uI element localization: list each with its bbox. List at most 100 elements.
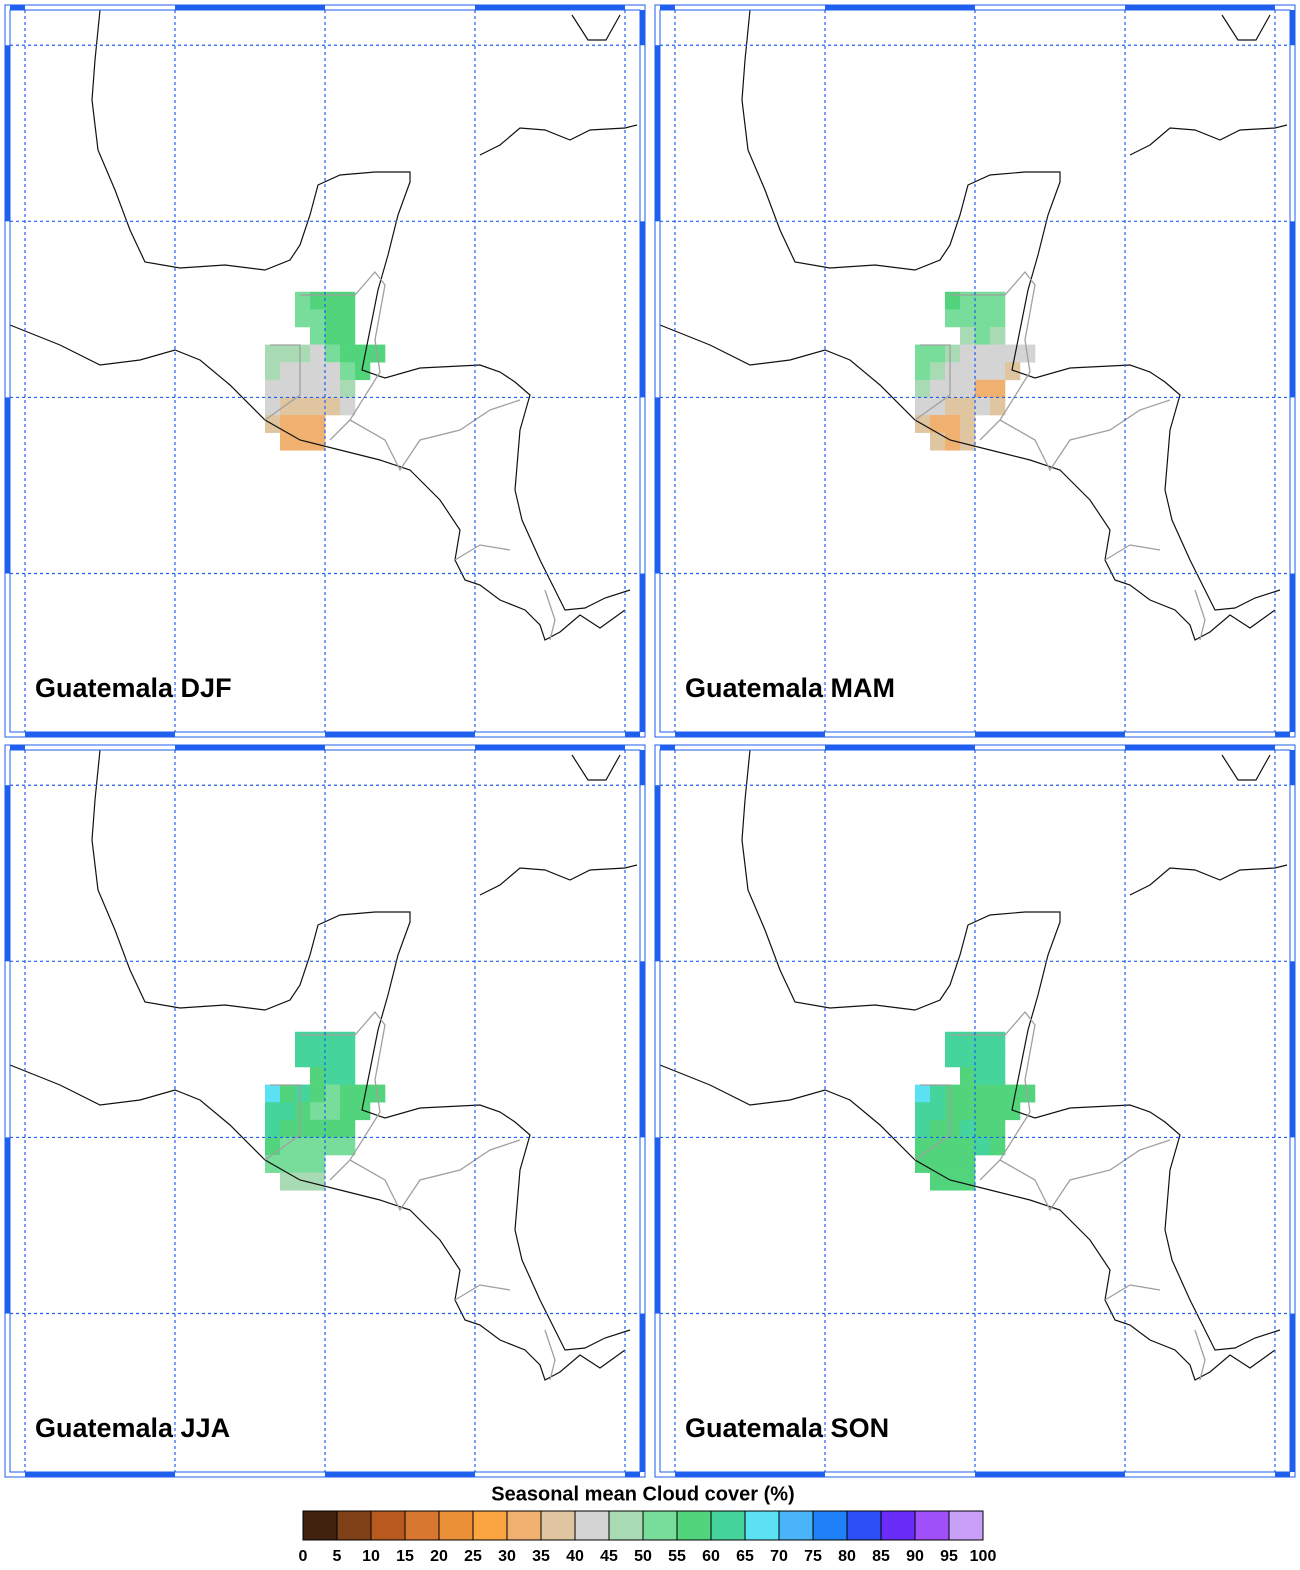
colorbar-box <box>676 1510 712 1541</box>
colorbar-label: 65 <box>736 1548 754 1565</box>
panel-title: Guatemala MAM <box>685 673 895 703</box>
grid-cell <box>325 1137 341 1156</box>
grid-cell <box>340 1084 356 1103</box>
grid-cell <box>945 1102 961 1121</box>
frame-bar <box>1290 10 1295 46</box>
grid-cell <box>295 291 311 310</box>
grid-cell <box>295 1172 311 1191</box>
grid-cell <box>915 362 931 381</box>
colorbar-box <box>336 1510 372 1541</box>
grid-cell <box>945 291 961 310</box>
frame-bar <box>1125 5 1275 10</box>
grid-cell <box>280 1172 296 1191</box>
grid-cell <box>1005 344 1021 363</box>
grid-cell <box>975 1031 991 1050</box>
frame-bar <box>975 1472 1125 1477</box>
colorbar-box <box>846 1510 882 1541</box>
colorbar-label: 10 <box>362 1548 380 1565</box>
grid-cell <box>990 309 1006 328</box>
grid-cell <box>990 1084 1006 1103</box>
grid-cell <box>355 344 371 363</box>
frame-bar <box>1290 961 1295 1138</box>
frame-bar <box>1125 745 1275 750</box>
grid-cell <box>945 1172 961 1191</box>
colorbar-label: 60 <box>702 1548 720 1565</box>
frame-bar <box>1290 750 1295 786</box>
grid-cell <box>975 309 991 328</box>
grid-cell <box>945 1137 961 1156</box>
grid-cell <box>280 1102 296 1121</box>
grid-cell <box>325 326 341 345</box>
grid-cell <box>355 362 371 381</box>
grid-cell <box>960 1137 976 1156</box>
grid-cell <box>930 344 946 363</box>
grid-cell <box>325 1119 341 1138</box>
grid-cell <box>295 344 311 363</box>
grid-cell <box>975 1102 991 1121</box>
grid-cell <box>915 1137 931 1156</box>
grid-cell <box>945 397 961 416</box>
frame-bar <box>660 745 675 750</box>
grid-cell <box>960 1172 976 1191</box>
grid-cell <box>295 397 311 416</box>
colorbar-label: 50 <box>634 1548 652 1565</box>
colorbar-box <box>778 1510 814 1541</box>
grid-cell <box>310 1137 326 1156</box>
grid-cell <box>945 309 961 328</box>
grid-cell <box>930 1119 946 1138</box>
grid-cell <box>945 362 961 381</box>
colorbar-box <box>506 1510 542 1541</box>
grid-cell <box>340 379 356 398</box>
grid-cell <box>265 362 281 381</box>
grid-cell <box>280 344 296 363</box>
frame-bar <box>475 5 625 10</box>
frame-bar <box>655 785 660 962</box>
grid-cell <box>310 1119 326 1138</box>
grid-cell <box>960 397 976 416</box>
grid-cell <box>990 1066 1006 1085</box>
grid-cell <box>975 1049 991 1068</box>
grid-cell <box>975 291 991 310</box>
grid-cell <box>295 1084 311 1103</box>
grid-cell <box>295 309 311 328</box>
grid-cell <box>975 326 991 345</box>
frame-bar <box>175 745 325 750</box>
grid-cell <box>990 291 1006 310</box>
frame-bar <box>5 785 10 962</box>
grid-cell <box>960 309 976 328</box>
grid-cell <box>915 344 931 363</box>
grid-cell <box>265 1084 281 1103</box>
map-panel: Guatemala JJA <box>4 744 646 1478</box>
grid-cell <box>1005 362 1021 381</box>
colorbar-box <box>812 1510 848 1541</box>
grid-cell <box>340 1049 356 1068</box>
frame-bar <box>625 1472 640 1477</box>
grid-cell <box>990 379 1006 398</box>
grid-cell <box>310 415 326 433</box>
frame-bar <box>1275 732 1290 737</box>
grid-cell <box>945 1119 961 1138</box>
colorbar-label: 90 <box>906 1548 924 1565</box>
frame-bar <box>325 732 475 737</box>
grid-cell <box>355 1084 371 1103</box>
frame-bar <box>10 5 25 10</box>
grid-cell <box>265 397 281 416</box>
grid-cell <box>310 291 326 310</box>
frame-bar <box>5 1137 10 1314</box>
grid-cell <box>340 1119 356 1138</box>
frame-bar <box>675 1472 825 1477</box>
grid-cell <box>280 1119 296 1138</box>
colorbar-label: 40 <box>566 1548 584 1565</box>
frame-bar <box>1290 1313 1295 1472</box>
grid-cell <box>280 415 296 433</box>
grid-cell <box>915 1119 931 1138</box>
grid-cell <box>930 415 946 433</box>
grid-cell <box>945 379 961 398</box>
grid-cell <box>960 1031 976 1050</box>
colorbar-box <box>710 1510 746 1541</box>
frame-bar <box>675 732 825 737</box>
grid-cell <box>340 362 356 381</box>
grid-cell <box>930 1102 946 1121</box>
grid-cell <box>930 1172 946 1191</box>
